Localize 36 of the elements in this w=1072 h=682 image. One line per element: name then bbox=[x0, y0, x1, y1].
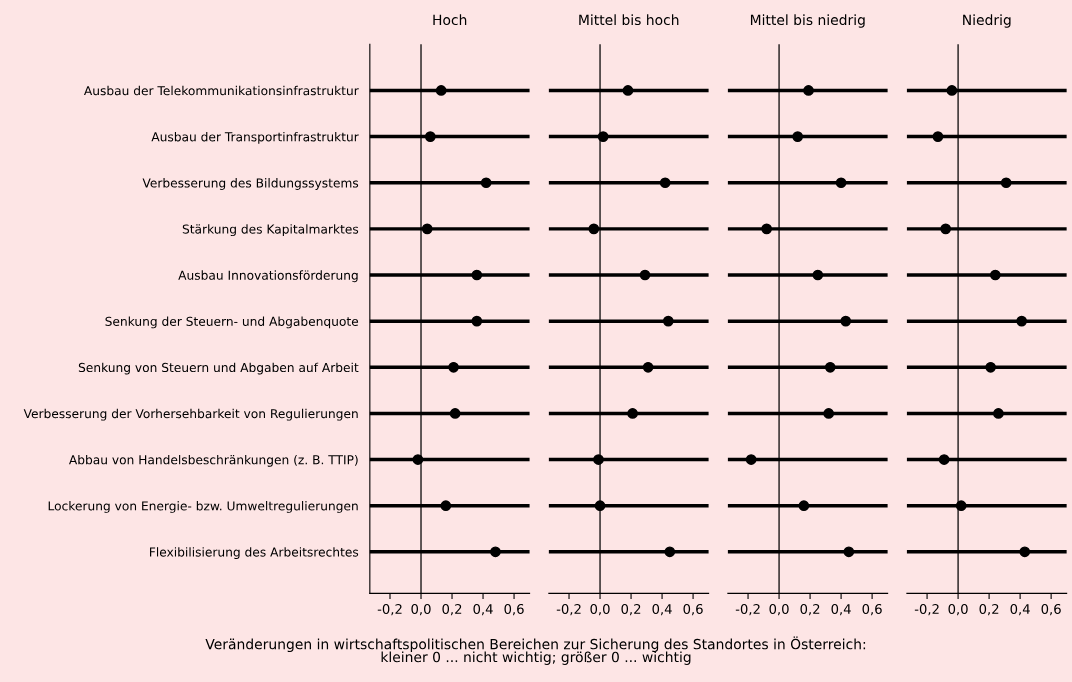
x-tick-label: 0,4 bbox=[473, 603, 493, 616]
y-tick-label: Ausbau der Transportinfrastruktur bbox=[151, 131, 359, 144]
x-tick-label: 0,0 bbox=[590, 603, 610, 616]
y-tick-label: Stärkung des Kapitalmarktes bbox=[182, 224, 359, 237]
text: Veränderungen in wirtschaftspolitischen Bereichen zur Sicherung des Standortes in Österreich: kleiner 0 ... nicht wichtig; größer 0 ... wichtig bbox=[205, 636, 866, 665]
x-tick-label: 0,2 bbox=[621, 603, 641, 616]
x-tick-label: 0,0 bbox=[948, 603, 968, 616]
x-tick-label: -0,2 bbox=[914, 603, 939, 616]
x-tick-label: 0,4 bbox=[831, 603, 851, 616]
y-tick-label: Verbesserung des Bildungssystems bbox=[142, 178, 359, 190]
y-tick-label: Senkung von Steuern und Abgaben auf Arbeit bbox=[78, 362, 359, 375]
x-tick-label: 0,6 bbox=[862, 603, 882, 616]
x-tick-label: 0,2 bbox=[979, 603, 999, 616]
x-tick-label: 0,0 bbox=[411, 603, 431, 616]
y-tick-label: Ausbau Innovationsförderung bbox=[178, 270, 358, 283]
x-tick-label: -0,2 bbox=[735, 603, 760, 616]
x-tick-label: 0,2 bbox=[800, 603, 820, 616]
chart-title: Hoch bbox=[433, 14, 467, 26]
y-tick-label: Abbau von Handelsbeschränkungen (z. B. TTIP) bbox=[68, 454, 358, 467]
y-tick-label: Flexibilisierung des Arbeitsrechtes bbox=[150, 547, 359, 559]
y-tick-label: Senkung der Steuern- und Abgabenquote bbox=[105, 316, 359, 329]
chart-title: Mittel bis niedrig bbox=[750, 14, 865, 28]
x-tick-label: -0,2 bbox=[556, 603, 581, 616]
x-tick-label: -0,2 bbox=[377, 603, 402, 616]
x-tick-label: 0,6 bbox=[1041, 603, 1061, 616]
chart-title: Niedrig bbox=[963, 14, 1011, 28]
y-tick-label: Verbesserung der Vorhersehbarkeit von Regulierungen bbox=[23, 408, 358, 421]
x-tick-label: 0,4 bbox=[652, 603, 672, 616]
x-tick-label: 0,6 bbox=[504, 603, 524, 616]
y-tick-label: Lockerung von Energie- bzw. Umweltregulierungen bbox=[48, 501, 358, 513]
x-tick-label: 0,0 bbox=[769, 603, 789, 616]
x-tick-label: 0,2 bbox=[442, 603, 462, 616]
y-tick-label: Ausbau der Telekommunikationsinfrastruktur bbox=[83, 85, 359, 96]
chart-title: Mittel bis hoch bbox=[579, 14, 679, 26]
x-tick-label: 0,6 bbox=[683, 603, 703, 616]
x-tick-label: 0,4 bbox=[1010, 603, 1030, 616]
